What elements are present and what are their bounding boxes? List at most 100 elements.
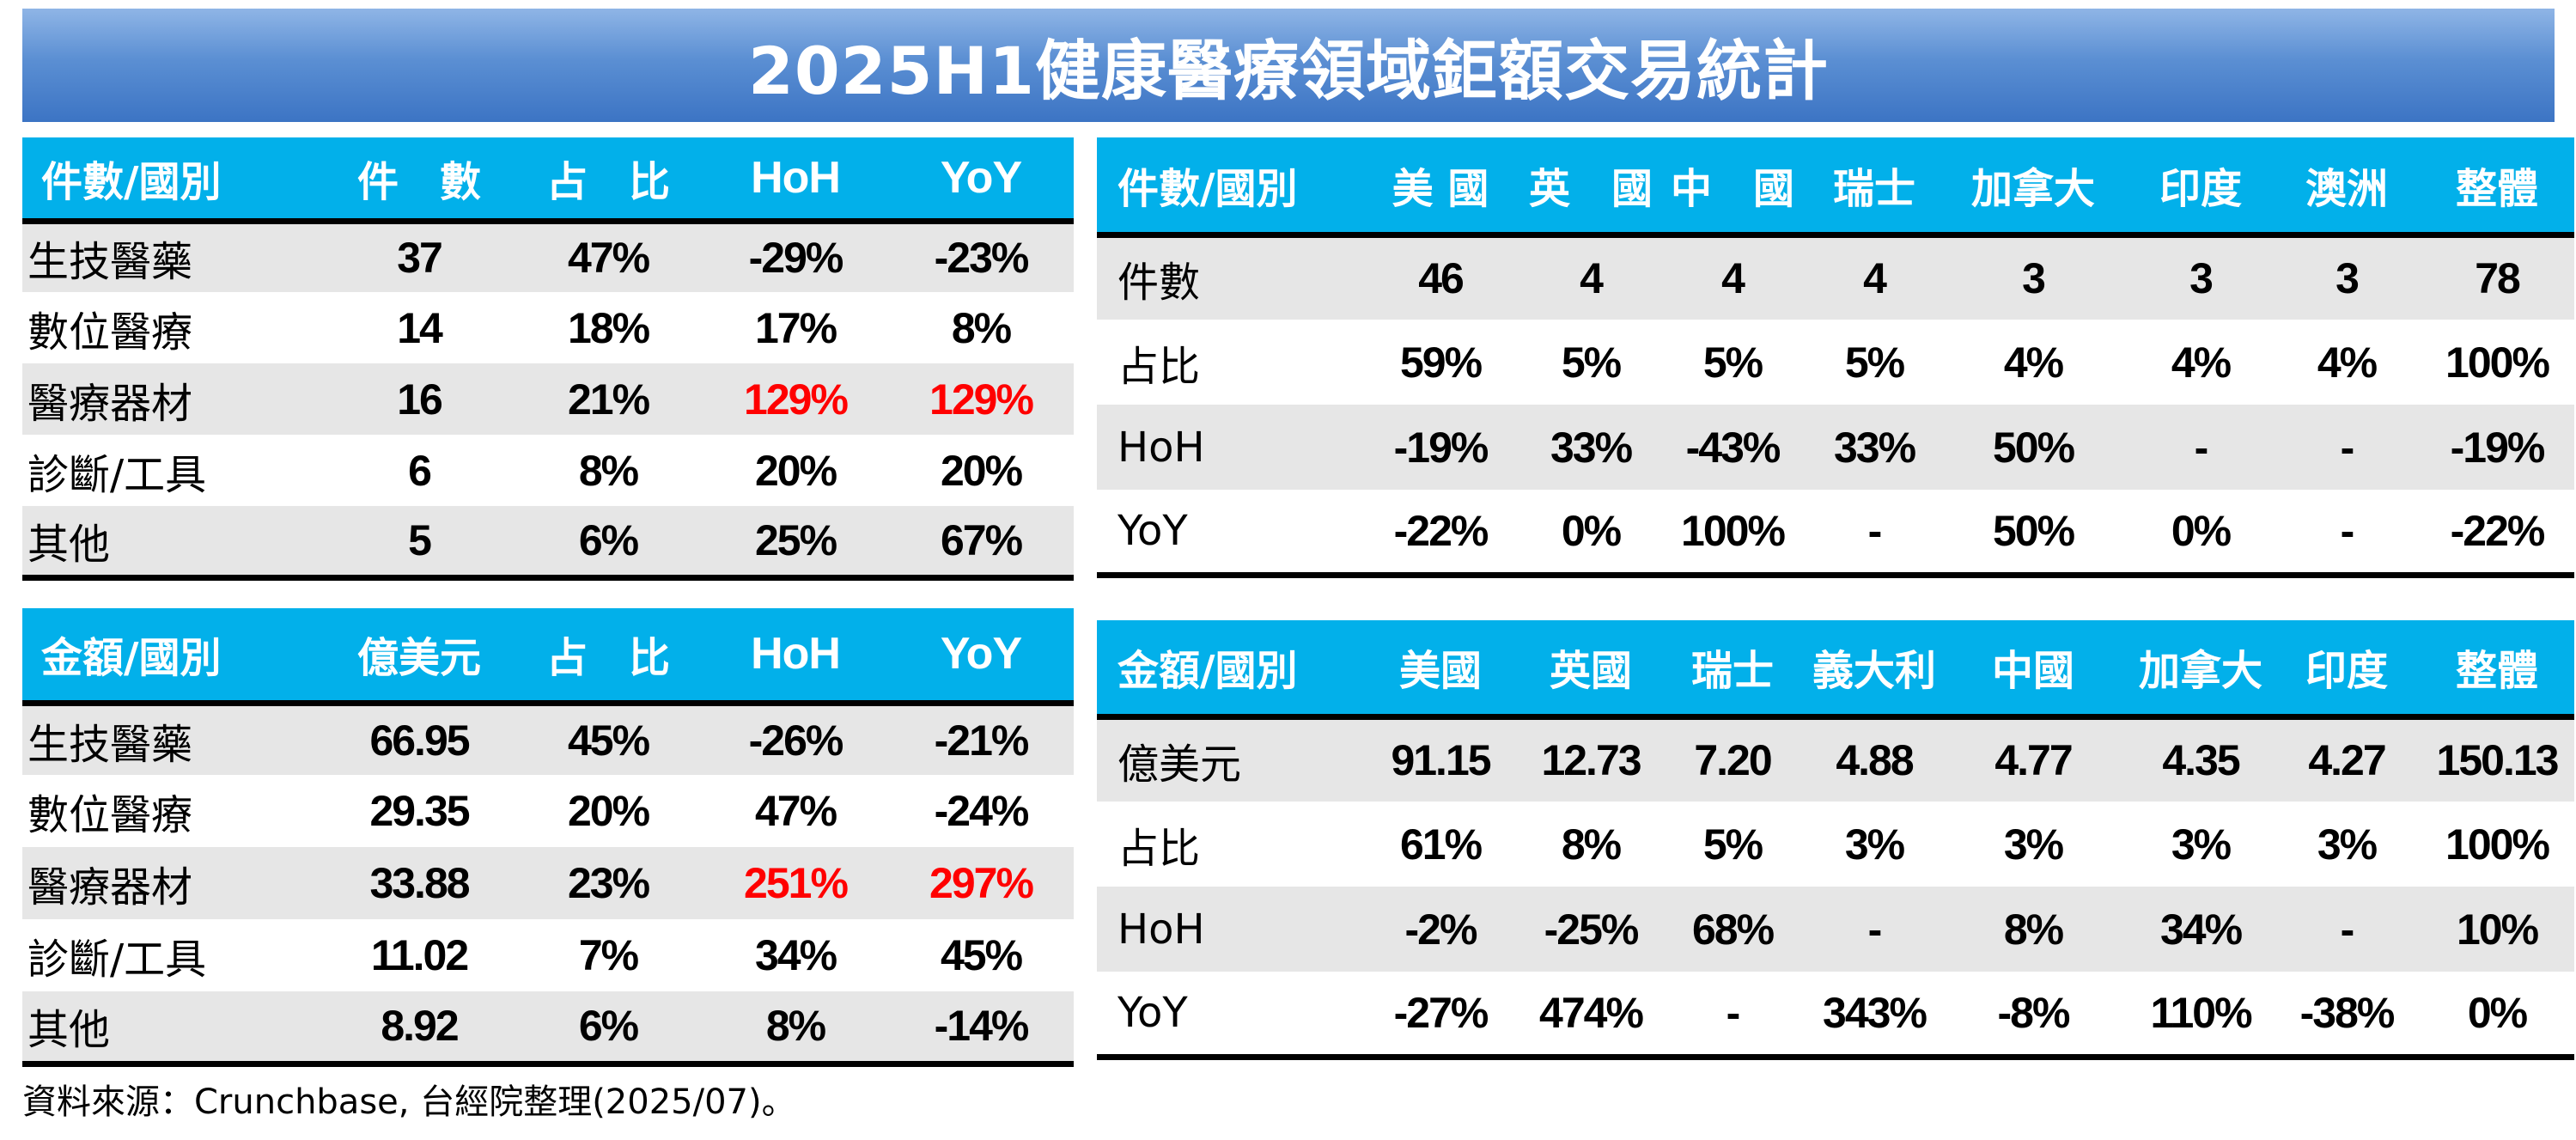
table-row: 診斷/工具 11.02 7% 34% 45% bbox=[22, 919, 1074, 991]
table-cell: 4 bbox=[1810, 235, 1939, 320]
table-row: 數位醫療 14 18% 17% 8% bbox=[22, 292, 1074, 363]
table-cell: 4 bbox=[1655, 235, 1810, 320]
table-cell: 3% bbox=[2128, 802, 2274, 887]
highlight-cell: 129% bbox=[703, 363, 888, 435]
header-cell: 瑞士 bbox=[1810, 137, 1939, 238]
row-label: 其他 bbox=[22, 991, 325, 1064]
table-cell: 14 bbox=[325, 292, 514, 363]
table-row: 生技醫藥 37 47% -29% -23% bbox=[22, 221, 1074, 292]
table-cell: -38% bbox=[2274, 972, 2420, 1057]
table-cell: 100% bbox=[2420, 802, 2574, 887]
header-cell: 整體 bbox=[2420, 620, 2574, 720]
table-cell: 29.35 bbox=[325, 775, 514, 847]
table-cell: 59% bbox=[1355, 320, 1526, 405]
table-cell: 3% bbox=[2274, 802, 2420, 887]
table-cell: 4% bbox=[2128, 320, 2274, 405]
header-cell: 金額/國別 bbox=[22, 608, 325, 706]
table-cell: -19% bbox=[1355, 405, 1526, 490]
table-cell: 68% bbox=[1655, 887, 1810, 972]
table-row: 占比 61% 8% 5% 3% 3% 3% 3% 100% bbox=[1097, 802, 2574, 887]
table-cell: 46 bbox=[1355, 235, 1526, 320]
table-row: 生技醫藥 66.95 45% -26% -21% bbox=[22, 703, 1074, 775]
table-row: 億美元 91.15 12.73 7.20 4.88 4.77 4.35 4.27… bbox=[1097, 716, 2574, 802]
table-cell: 21% bbox=[514, 363, 703, 435]
table-cell: 45% bbox=[514, 703, 703, 775]
table-cell: 8% bbox=[1939, 887, 2128, 972]
table-cell: 67% bbox=[888, 506, 1074, 577]
table-cell: - bbox=[2274, 490, 2420, 575]
table-cell: 17% bbox=[703, 292, 888, 363]
table-header-row: 件數/國別 美 國 英 國 中 國 瑞士 加拿大 印度 澳洲 整體 bbox=[1097, 137, 2574, 238]
row-label: 生技醫藥 bbox=[22, 703, 325, 775]
table-row: 件數 46 4 4 4 3 3 3 78 bbox=[1097, 235, 2574, 320]
row-label: 億美元 bbox=[1097, 716, 1355, 802]
table-cell: 34% bbox=[2128, 887, 2274, 972]
row-label: 數位醫療 bbox=[22, 775, 325, 847]
table-cell: - bbox=[2274, 405, 2420, 490]
header-cell: 中國 bbox=[1939, 620, 2128, 720]
table-cell: 4.77 bbox=[1939, 716, 2128, 802]
table-cell: 3% bbox=[1939, 802, 2128, 887]
table-cell: 20% bbox=[888, 435, 1074, 506]
highlight-cell: 297% bbox=[888, 847, 1074, 919]
row-label: 占比 bbox=[1097, 802, 1355, 887]
table-cell: 5% bbox=[1526, 320, 1655, 405]
table-cell: - bbox=[1655, 972, 1810, 1057]
table-row: HoH -2% -25% 68% - 8% 34% - 10% bbox=[1097, 887, 2574, 972]
table-cell: 5% bbox=[1655, 320, 1810, 405]
sector-count-table: 件數/國別 件 數 占 比 HoH YoY 生技醫藥 37 47% -29% -… bbox=[22, 137, 1074, 581]
row-label: 件數 bbox=[1097, 235, 1355, 320]
table-row: HoH -19% 33% -43% 33% 50% - - -19% bbox=[1097, 405, 2574, 490]
table-cell: 0% bbox=[2128, 490, 2274, 575]
table-cell: 6% bbox=[514, 506, 703, 577]
table-cell: -14% bbox=[888, 991, 1074, 1064]
header-cell: 件 數 bbox=[325, 137, 514, 224]
table-cell: - bbox=[1810, 887, 1939, 972]
highlight-cell: 251% bbox=[703, 847, 888, 919]
table-cell: 61% bbox=[1355, 802, 1526, 887]
table-row: 診斷/工具 6 8% 20% 20% bbox=[22, 435, 1074, 506]
header-cell: YoY bbox=[888, 608, 1074, 706]
table-row: 醫療器材 33.88 23% 251% 297% bbox=[22, 847, 1074, 919]
table-cell: 45% bbox=[888, 919, 1074, 991]
table-row: YoY -27% 474% - 343% -8% 110% -38% 0% bbox=[1097, 972, 2574, 1057]
header-cell: 件數/國別 bbox=[22, 137, 325, 224]
table-header-row: 金額/國別 億美元 占 比 HoH YoY bbox=[22, 608, 1074, 706]
table-cell: - bbox=[1810, 490, 1939, 575]
table-cell: 33% bbox=[1526, 405, 1655, 490]
table-cell: 47% bbox=[514, 221, 703, 292]
table-row: 醫療器材 16 21% 129% 129% bbox=[22, 363, 1074, 435]
table-cell: -22% bbox=[2420, 490, 2574, 575]
row-label: 醫療器材 bbox=[22, 363, 325, 435]
table-cell: 8% bbox=[703, 991, 888, 1064]
title-banner: 2025H1健康醫療領域鉅額交易統計 bbox=[22, 9, 2555, 122]
table-cell: 6% bbox=[514, 991, 703, 1064]
header-cell: 整體 bbox=[2420, 137, 2574, 238]
table-cell: 3 bbox=[2128, 235, 2274, 320]
table-cell: 33.88 bbox=[325, 847, 514, 919]
header-cell: 瑞士 bbox=[1655, 620, 1810, 720]
table-cell: 12.73 bbox=[1526, 716, 1655, 802]
table-cell: 33% bbox=[1810, 405, 1939, 490]
table-cell: 100% bbox=[2420, 320, 2574, 405]
row-label: HoH bbox=[1097, 887, 1355, 972]
table-cell: 150.13 bbox=[2420, 716, 2574, 802]
table-cell: 91.15 bbox=[1355, 716, 1526, 802]
row-label: 診斷/工具 bbox=[22, 919, 325, 991]
table-cell: 16 bbox=[325, 363, 514, 435]
table-cell: 34% bbox=[703, 919, 888, 991]
table-cell: 5 bbox=[325, 506, 514, 577]
header-cell: 加拿大 bbox=[1939, 137, 2128, 238]
row-label: HoH bbox=[1097, 405, 1355, 490]
table-header-row: 件數/國別 件 數 占 比 HoH YoY bbox=[22, 137, 1074, 224]
table-cell: 50% bbox=[1939, 405, 2128, 490]
row-label: 其他 bbox=[22, 506, 325, 577]
table-row: 數位醫療 29.35 20% 47% -24% bbox=[22, 775, 1074, 847]
table-cell: -25% bbox=[1526, 887, 1655, 972]
page-title: 2025H1健康醫療領域鉅額交易統計 bbox=[747, 33, 1829, 109]
header-cell: 加拿大 bbox=[2128, 620, 2274, 720]
row-label: YoY bbox=[1097, 490, 1355, 575]
table-cell: 6 bbox=[325, 435, 514, 506]
table-cell: 78 bbox=[2420, 235, 2574, 320]
table-cell: 5% bbox=[1655, 802, 1810, 887]
